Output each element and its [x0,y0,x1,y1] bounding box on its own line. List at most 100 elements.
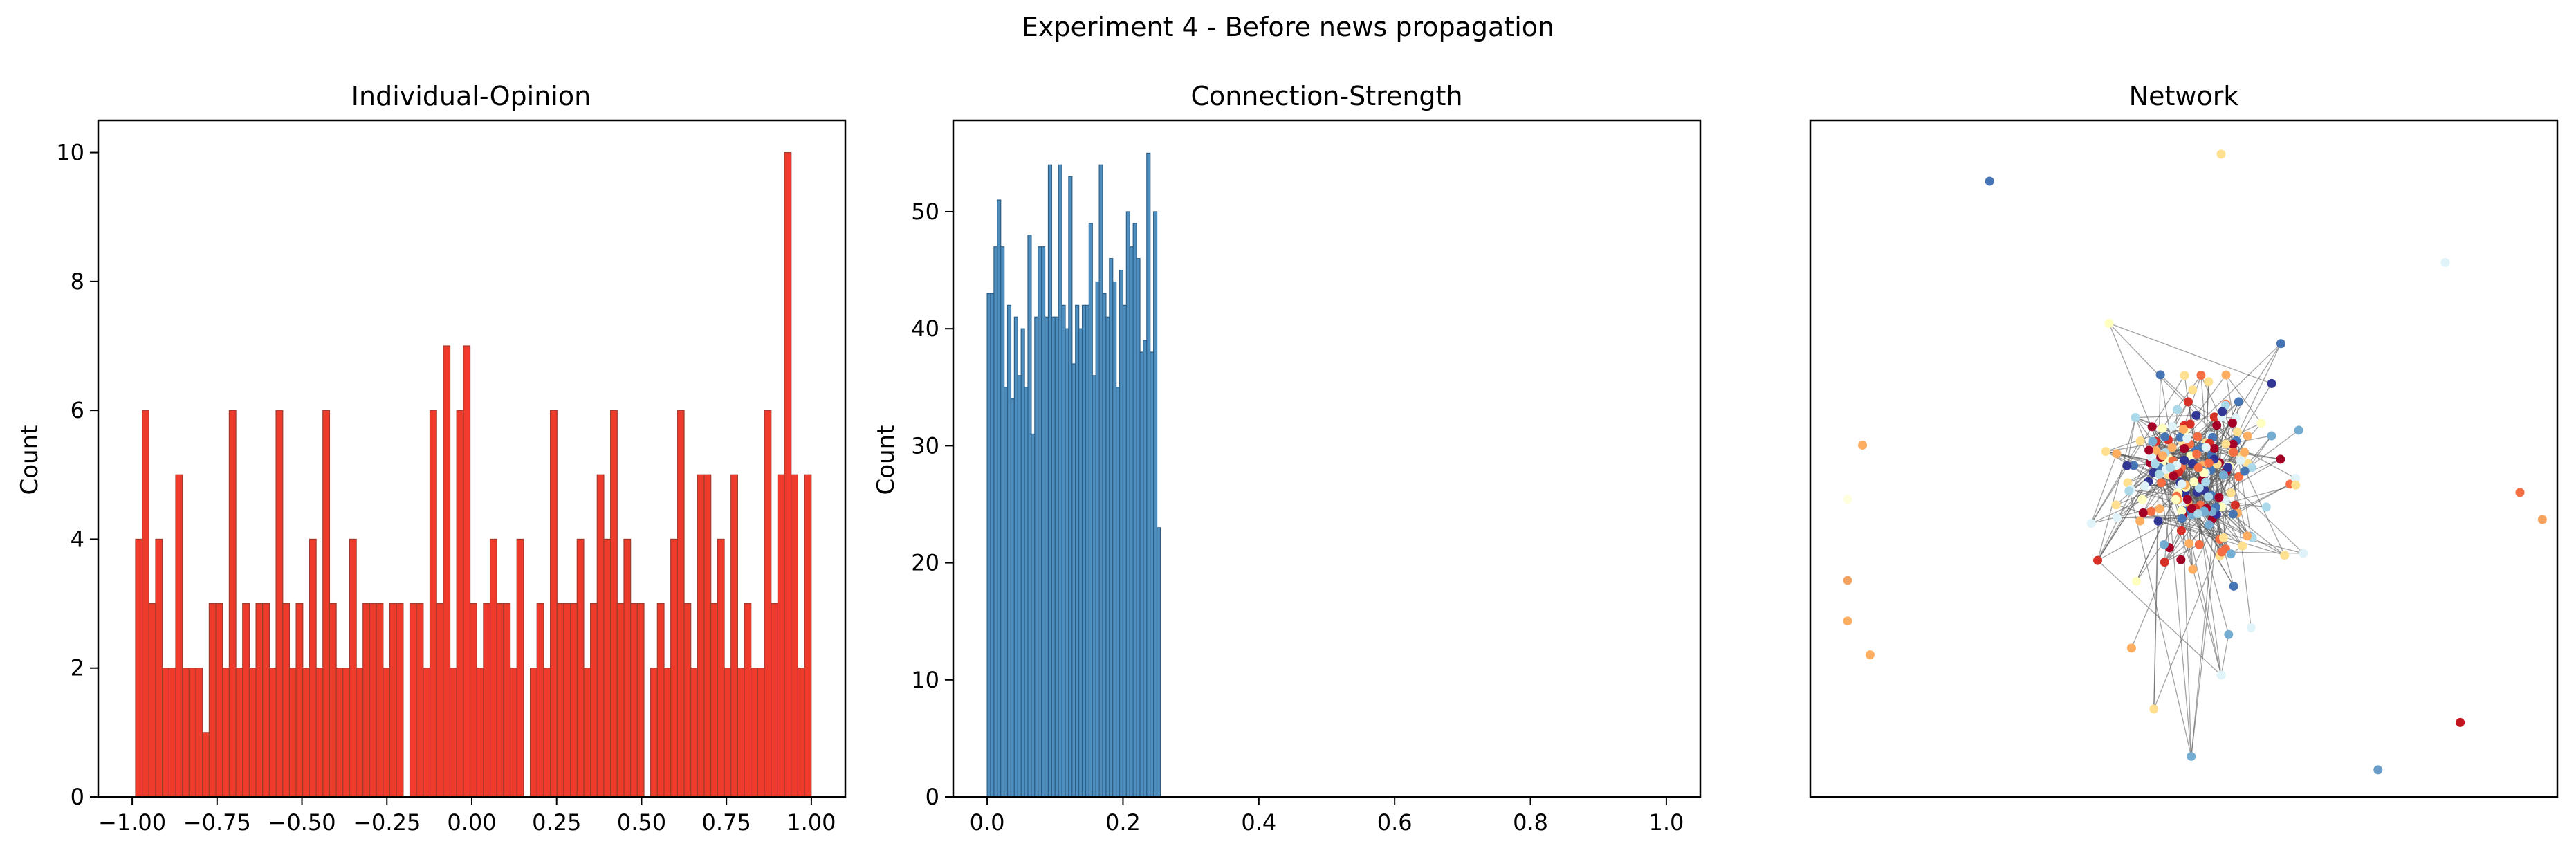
figure-suptitle: Experiment 4 - Before news propagation [1022,12,1554,42]
histogram-bar [683,603,692,798]
histogram-bar [389,603,397,798]
network-node [2243,531,2252,541]
network-node [2155,504,2164,513]
network-node [2209,412,2219,422]
network-node [2233,427,2243,436]
network-node [2291,480,2301,490]
histogram-bar [376,603,384,798]
y-tick-label: 10 [911,667,939,693]
x-tick-label: 1.0 [1648,809,1684,836]
histogram-bar [202,732,210,798]
network-node-isolated [1865,650,1875,660]
histogram-bar [503,603,511,798]
histogram-bar [997,199,1002,798]
network-node [2299,549,2308,558]
histogram-bar [362,603,371,798]
network-node [2234,472,2244,481]
x-tick-label: −0.75 [183,809,251,836]
network-edge [2135,414,2196,419]
chart-connection-strength: Connection-Strength Count 0.0 0.2 0.4 0.6 0.… [872,81,1702,836]
network-node [2201,477,2211,487]
network-edge [2097,560,2222,676]
histogram-bar [1044,316,1049,798]
network-node-isolated [2216,149,2226,159]
histogram-bar [309,538,317,798]
histogram-bar [335,668,344,798]
network-node [2149,704,2159,714]
network-node [2246,623,2256,632]
network-node [2192,449,2202,459]
network-edge [2126,417,2136,466]
histogram-bar [576,538,585,798]
bars-group [986,152,1161,798]
network-node [2219,533,2229,542]
histogram-bar [148,603,156,798]
histogram-bar [443,345,451,798]
chart-title: Individual-Opinion [351,81,591,111]
network-nodes [1843,149,2547,775]
histogram-bar [255,603,264,798]
network-node [2189,477,2199,487]
network-node [2234,397,2243,407]
histogram-bar [463,345,471,798]
histogram-bar [235,668,243,798]
network-node [2179,424,2189,434]
histogram-bar [529,668,537,798]
network-node [2240,448,2250,457]
histogram-bar [610,410,618,798]
histogram-bar [268,668,277,798]
network-edge [2143,512,2303,554]
network-node [2217,547,2227,557]
network-edge [2229,466,2248,536]
network-node [2187,751,2196,761]
histogram-bar [536,603,544,798]
bars-group [135,151,812,798]
histogram-bar [228,410,237,798]
network-node [2168,422,2178,432]
histogram-bar [449,668,457,798]
network-node [2226,488,2236,498]
network-edge [2221,551,2303,554]
network-edge [2196,374,2227,416]
histogram-bar [315,668,324,798]
histogram-bar [1034,316,1039,798]
network-node [2276,339,2285,349]
histogram-bar [1006,304,1012,798]
histogram-bar [302,668,311,798]
x-tick-label: −0.25 [353,809,421,836]
histogram-bar [1058,164,1062,798]
network-node [2267,431,2276,441]
network-node [2188,385,2198,395]
histogram-bar [703,474,712,798]
network-node [2180,371,2189,380]
histogram-bar [168,668,176,798]
network-node-isolated [1843,576,1852,585]
network-node [2155,370,2165,380]
network-node [2193,463,2203,472]
network-node [2177,479,2187,489]
network-edge [2191,475,2225,757]
histogram-bar [784,151,792,798]
histogram-bar [188,668,196,798]
histogram-bar [616,603,625,798]
y-tick-label: 8 [71,268,84,295]
histogram-bar [623,538,632,798]
y-tick-label: 6 [71,397,84,423]
network-node [2194,540,2204,549]
histogram-bar [590,603,598,798]
network-node [2216,670,2226,680]
histogram-bar [1098,164,1103,798]
network-node [2219,470,2229,480]
network-node-isolated [2515,488,2525,497]
histogram-bar [1156,527,1161,798]
network-edge [2127,482,2192,757]
histogram-bar [182,668,190,798]
network-node [2160,558,2169,567]
network-edge [2108,322,2234,453]
histogram-bar [636,603,645,798]
network-node [2182,434,2192,443]
histogram-bar [797,668,805,798]
histogram-bar [1150,351,1154,798]
histogram-bar [1051,316,1056,798]
network-node [2187,504,2196,513]
